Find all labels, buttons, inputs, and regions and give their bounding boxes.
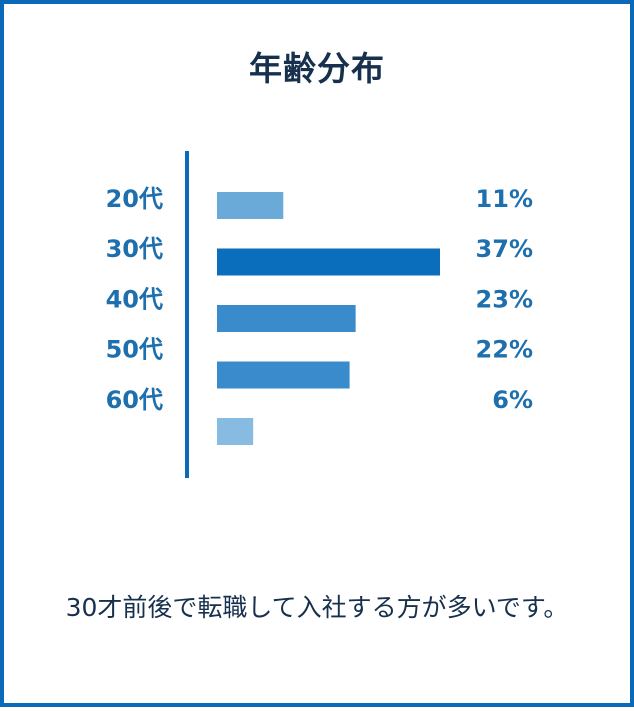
bar	[217, 305, 356, 332]
bar	[217, 418, 254, 445]
value-label: 37%	[476, 235, 533, 263]
value-label: 11%	[476, 185, 533, 213]
bar	[217, 361, 350, 389]
chart-caption: 30才前後で転職して入社する方が多いです。	[65, 593, 569, 622]
category-label: 20代	[106, 185, 163, 213]
value-label: 22%	[476, 336, 533, 364]
category-label: 30代	[106, 235, 163, 263]
category-label: 60代	[106, 386, 163, 414]
category-label: 40代	[106, 285, 163, 313]
category-label: 50代	[106, 336, 163, 364]
age-bar-chart: 20代 11% 30代 37% 40代 23% 50代 22% 60代 6%	[106, 151, 533, 478]
chart-title: 年齢分布	[249, 49, 385, 88]
bar	[217, 248, 440, 276]
value-label: 6%	[492, 386, 533, 414]
bar	[217, 192, 284, 219]
value-label: 23%	[476, 285, 533, 313]
